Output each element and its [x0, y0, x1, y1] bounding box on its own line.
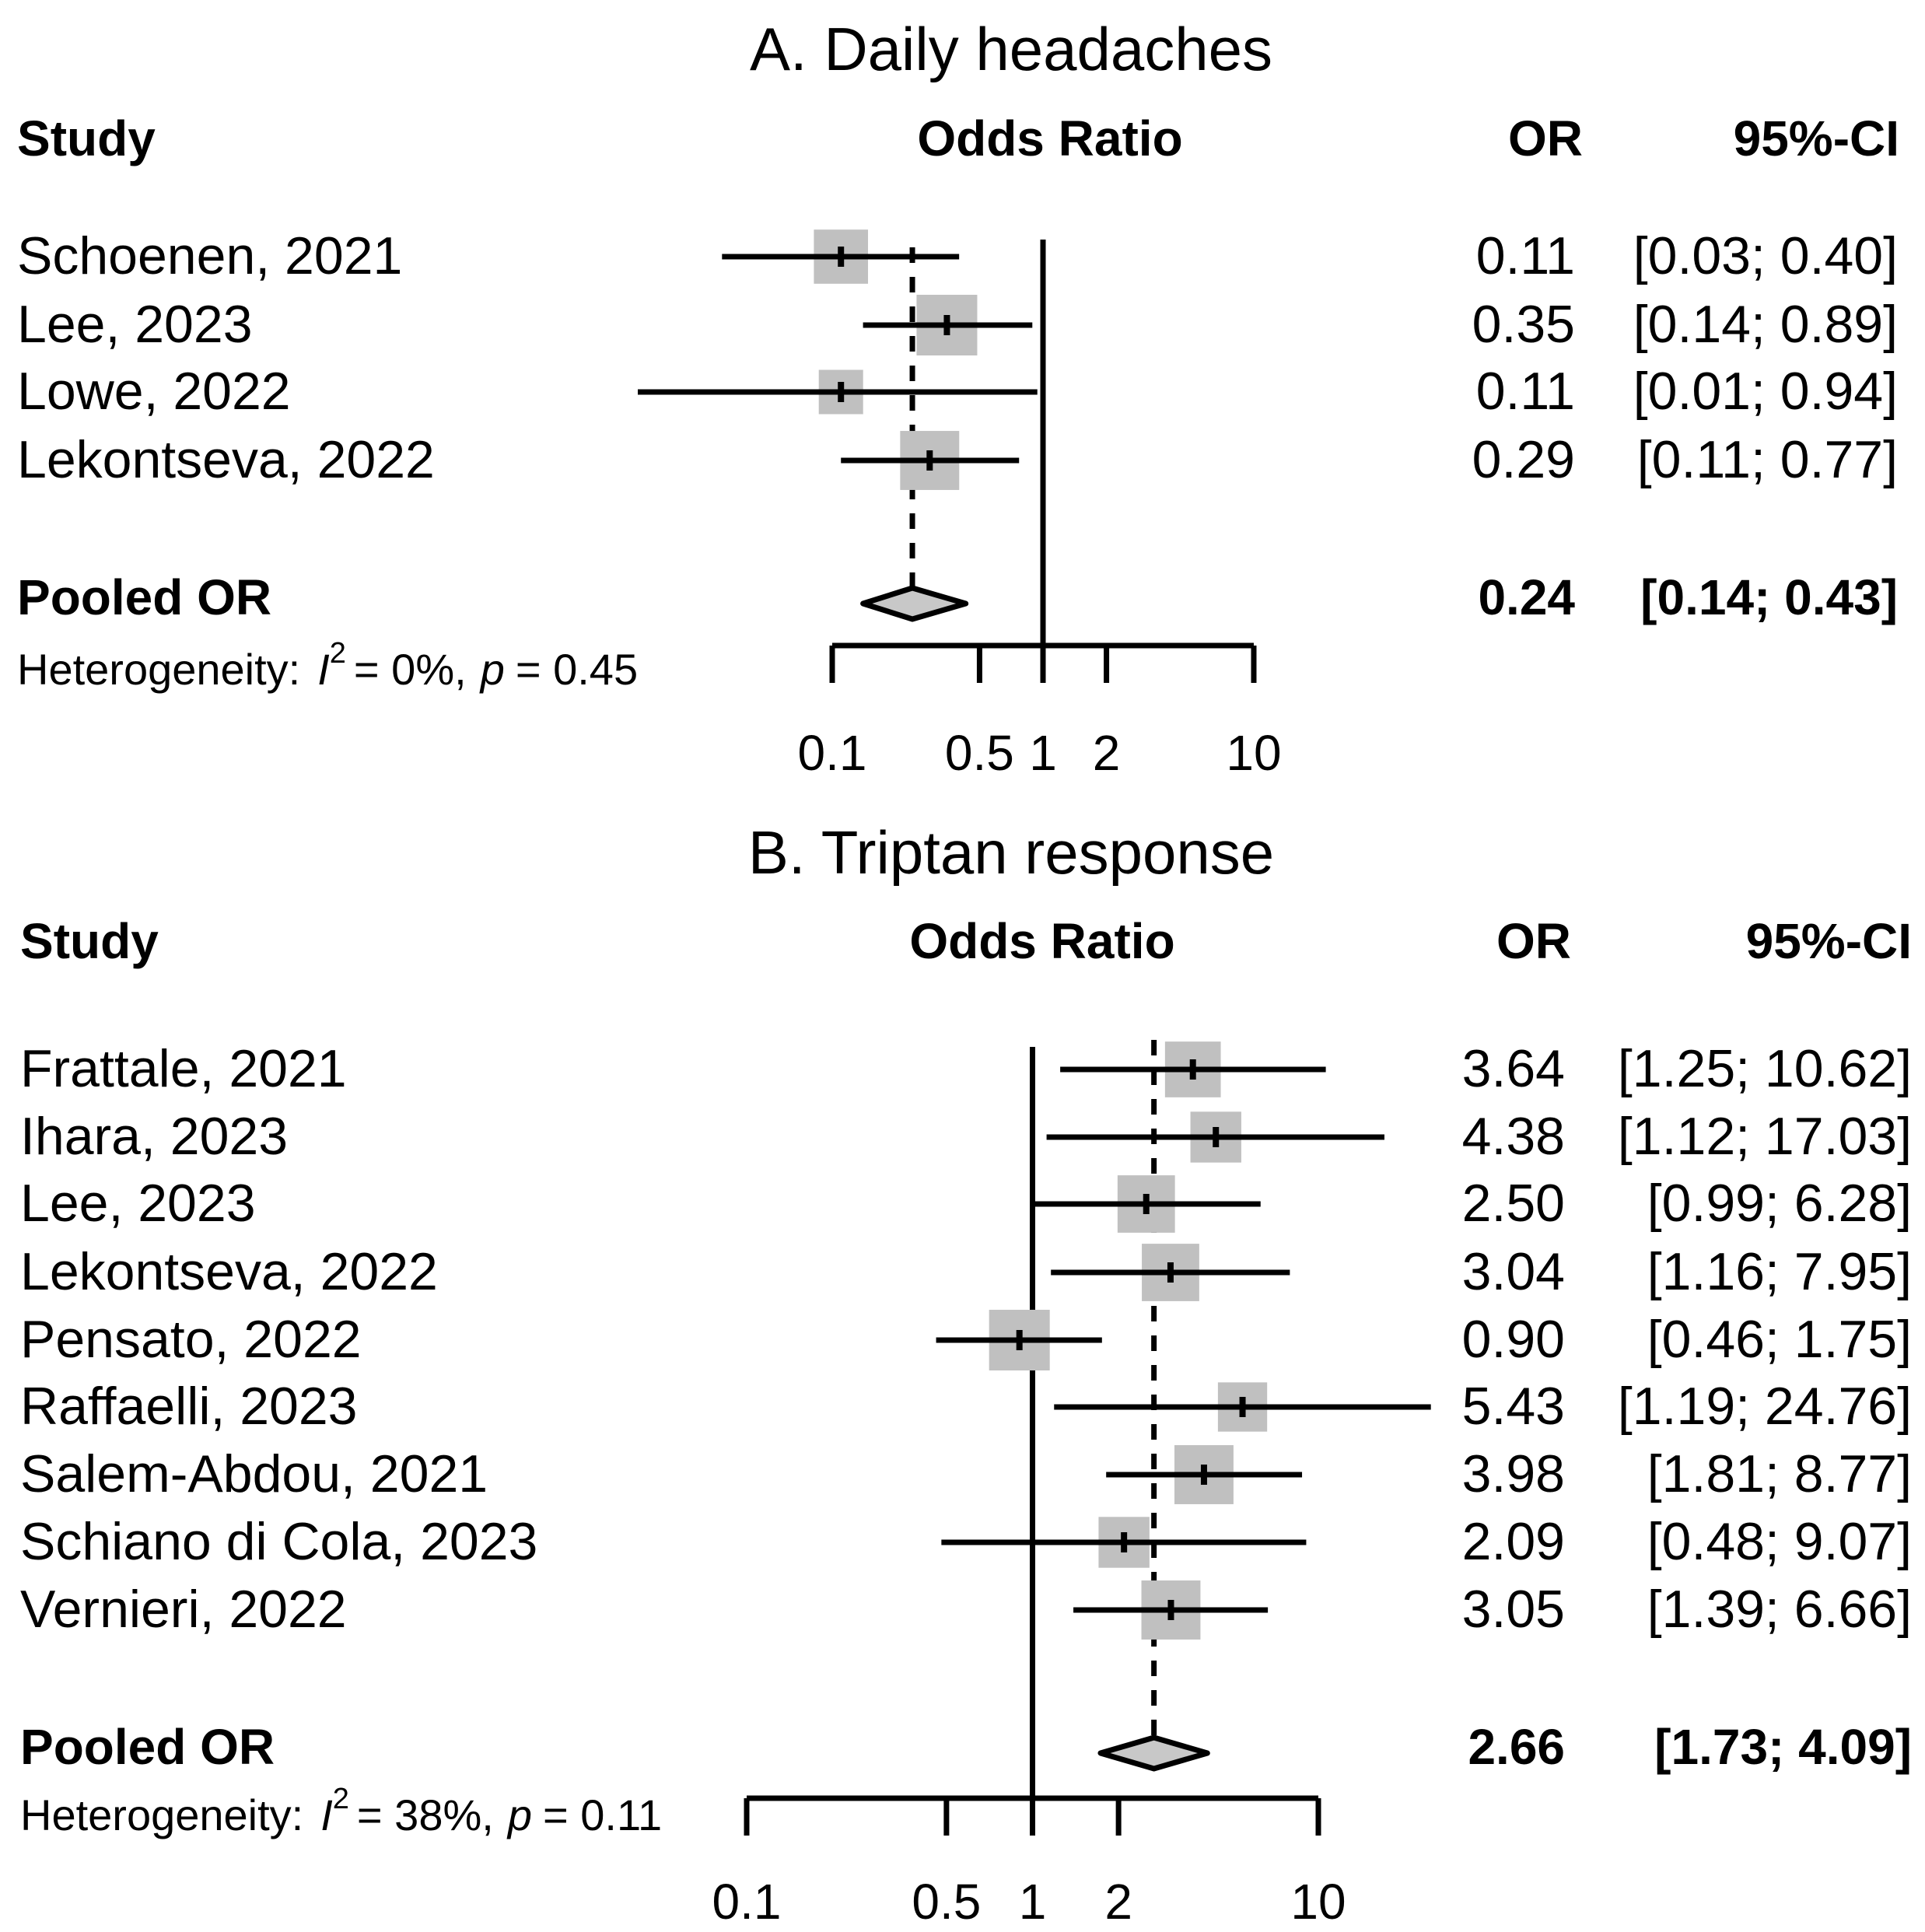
study-ci-value: [1.19; 24.76]: [1618, 1377, 1912, 1436]
pooled-ci-value: [1.73; 4.09]: [1654, 1719, 1912, 1775]
study-or-value: 0.35: [1472, 295, 1575, 354]
pooled-or-value: 2.66: [1468, 1719, 1565, 1775]
study-ci-value: [0.48; 9.07]: [1647, 1512, 1912, 1571]
pooled-ci-value: [0.14; 0.43]: [1640, 569, 1898, 625]
study-or-value: 4.38: [1462, 1107, 1565, 1166]
pooled-label: Pooled OR: [20, 1719, 275, 1775]
x-axis-tick-label: 2: [1093, 725, 1121, 781]
x-axis-tick-label: 1: [1019, 1874, 1047, 1930]
study-label: Pensato, 2022: [20, 1310, 362, 1369]
i2-value: = 38%,: [357, 1790, 494, 1839]
study-label: Frattale, 2021: [20, 1039, 347, 1098]
study-or-value: 0.11: [1476, 226, 1575, 285]
study-ci-value: [0.11; 0.77]: [1637, 430, 1898, 489]
study-ci-value: [1.39; 6.66]: [1647, 1580, 1912, 1639]
study-ci-value: [1.16; 7.95]: [1647, 1242, 1912, 1301]
study-label: Ihara, 2023: [20, 1107, 288, 1166]
study-ci-value: [0.03; 0.40]: [1633, 226, 1898, 285]
study-or-value: 0.11: [1476, 362, 1575, 421]
header-study: Study: [17, 110, 156, 166]
heterogeneity-prefix: Heterogeneity:: [20, 1790, 303, 1839]
header-or: OR: [1508, 110, 1583, 166]
header-ci: 95%-CI: [1734, 110, 1899, 166]
study-ci-value: [0.46; 1.75]: [1647, 1310, 1912, 1369]
pooled-diamond: [1097, 1734, 1210, 1772]
study-label: Lekontseva, 2022: [20, 1242, 438, 1301]
study-or-value: 3.98: [1462, 1444, 1565, 1503]
pooled-diamond: [860, 585, 969, 622]
i2-symbol: I: [320, 1790, 333, 1839]
p-value: = 0.45: [516, 645, 638, 694]
study-or-value: 3.05: [1462, 1580, 1565, 1639]
heterogeneity-text: Heterogeneity: I2 = 0%, p = 0.45: [17, 637, 638, 694]
study-or-value: 0.29: [1472, 430, 1575, 489]
study-ci-value: [1.25; 10.62]: [1618, 1039, 1912, 1098]
pooled-label: Pooled OR: [17, 569, 271, 625]
study-or-value: 2.09: [1462, 1512, 1565, 1571]
header-ci: 95%-CI: [1746, 913, 1912, 969]
study-ci-value: [1.81; 8.77]: [1647, 1444, 1912, 1503]
heterogeneity-prefix: Heterogeneity:: [17, 645, 300, 694]
x-axis-tick-label: 10: [1290, 1874, 1346, 1930]
x-axis-tick-label: 0.5: [912, 1874, 981, 1930]
header-study: Study: [20, 913, 159, 969]
study-label: Lekontseva, 2022: [17, 430, 435, 489]
panel-title: B. Triptan response: [748, 818, 1274, 887]
i2-exponent: 2: [333, 1783, 349, 1815]
x-axis-tick-label: 0.1: [712, 1874, 782, 1930]
p-value: = 0.11: [543, 1790, 662, 1839]
study-label: Lee, 2023: [17, 295, 253, 354]
heterogeneity-text: Heterogeneity: I2 = 38%, p = 0.11: [20, 1783, 662, 1839]
study-ci-value: [0.14; 0.89]: [1633, 295, 1898, 354]
study-or-value: 3.04: [1462, 1242, 1565, 1301]
header-or: OR: [1496, 913, 1571, 969]
study-ci-value: [1.12; 17.03]: [1618, 1107, 1912, 1166]
study-or-value: 2.50: [1462, 1174, 1565, 1233]
p-symbol: p: [506, 1790, 532, 1839]
panel-a-daily-headaches: A. Daily headaches Study Odds Ratio OR 95%-C…: [17, 15, 1899, 781]
i2-value: = 0%,: [354, 645, 467, 694]
x-axis-tick-label: 2: [1104, 1874, 1132, 1930]
x-axis-tick-label: 0.1: [798, 725, 867, 781]
study-label: Schoenen, 2021: [17, 226, 402, 285]
study-label: Vernieri, 2022: [20, 1580, 347, 1639]
i2-symbol: I: [317, 645, 330, 694]
p-symbol: p: [479, 645, 505, 694]
panel-title: A. Daily headaches: [750, 15, 1272, 83]
x-axis-tick-label: 1: [1029, 725, 1057, 781]
pooled-or-value: 0.24: [1478, 569, 1575, 625]
header-odds-ratio: Odds Ratio: [917, 110, 1182, 166]
panel-b-triptan-response: B. Triptan response Study Odds Ratio OR 95%-…: [20, 818, 1912, 1930]
study-ci-value: [0.99; 6.28]: [1647, 1174, 1912, 1233]
study-or-value: 0.90: [1462, 1310, 1565, 1369]
study-or-value: 5.43: [1462, 1377, 1565, 1436]
study-label: Salem-Abdou, 2021: [20, 1444, 488, 1503]
header-odds-ratio: Odds Ratio: [909, 913, 1174, 969]
study-label: Raffaelli, 2023: [20, 1377, 358, 1436]
i2-exponent: 2: [330, 637, 346, 670]
study-label: Lowe, 2022: [17, 362, 291, 421]
x-axis-tick-label: 10: [1226, 725, 1281, 781]
study-ci-value: [0.01; 0.94]: [1633, 362, 1898, 421]
study-label: Schiano di Cola, 2023: [20, 1512, 537, 1571]
study-label: Lee, 2023: [20, 1174, 256, 1233]
x-axis-tick-label: 0.5: [945, 725, 1014, 781]
study-or-value: 3.64: [1462, 1039, 1565, 1098]
